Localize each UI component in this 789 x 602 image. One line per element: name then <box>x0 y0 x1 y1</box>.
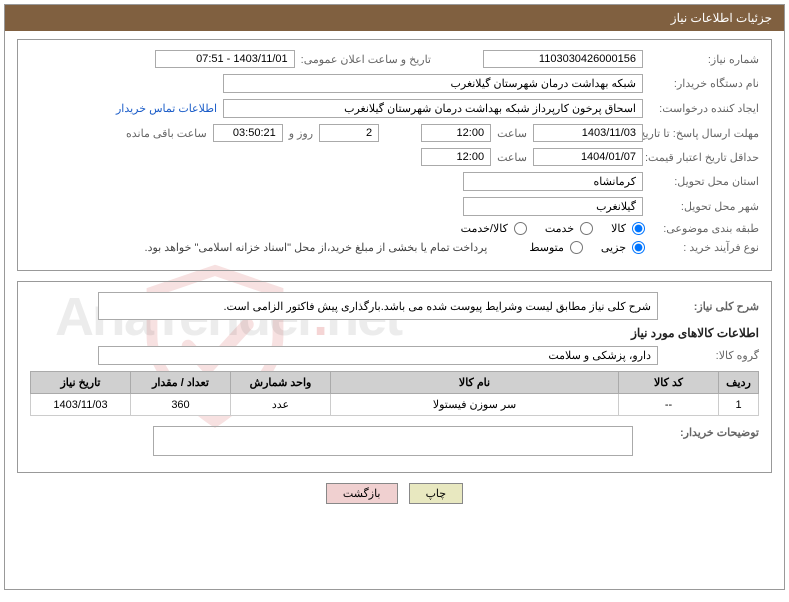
process-medium-radio[interactable] <box>570 241 583 254</box>
response-deadline-label: مهلت ارسال پاسخ: تا تاریخ: <box>649 127 759 140</box>
province-value: کرمانشاه <box>463 172 643 191</box>
buyer-notes-label: توضیحات خریدار: <box>649 426 759 439</box>
category-goods-radio[interactable] <box>632 222 645 235</box>
category-service-label: خدمت <box>545 222 574 235</box>
process-partial-label: جزیی <box>601 241 626 254</box>
category-label: طبقه بندی موضوعی: <box>649 222 759 235</box>
cell-qty: 360 <box>131 394 231 416</box>
remaining-label: ساعت باقی مانده <box>126 127 207 140</box>
th-qty: تعداد / مقدار <box>131 372 231 394</box>
buyer-notes-box <box>153 426 633 456</box>
th-name: نام کالا <box>331 372 619 394</box>
th-date: تاریخ نیاز <box>31 372 131 394</box>
print-button[interactable]: چاپ <box>409 483 464 504</box>
category-goods-label: کالا <box>611 222 626 235</box>
goods-group-label: گروه کالا: <box>664 349 759 362</box>
announce-datetime-label: تاریخ و ساعت اعلان عمومی: <box>301 53 431 66</box>
panel-header: جزئیات اطلاعات نیاز <box>5 5 784 31</box>
back-button[interactable]: بازگشت <box>326 483 398 504</box>
response-date-value: 1403/11/03 <box>533 124 643 142</box>
time-label-1: ساعت <box>497 127 527 140</box>
city-label: شهر محل تحویل: <box>649 200 759 213</box>
th-code: کد کالا <box>619 372 719 394</box>
validity-time-value: 12:00 <box>421 148 491 166</box>
category-service-radio[interactable] <box>580 222 593 235</box>
announce-datetime-value: 1403/11/01 - 07:51 <box>155 50 295 68</box>
cell-row: 1 <box>719 394 759 416</box>
goods-group-value: دارو، پزشکی و سلامت <box>98 346 658 365</box>
process-label: نوع فرآیند خرید : <box>649 241 759 254</box>
category-both-radio[interactable] <box>514 222 527 235</box>
th-unit: واحد شمارش <box>231 372 331 394</box>
time-remaining-value: 03:50:21 <box>213 124 283 142</box>
cell-name: سر سوزن فیستولا <box>331 394 619 416</box>
city-value: گیلانغرب <box>463 197 643 216</box>
process-partial-radio[interactable] <box>632 241 645 254</box>
cell-unit: عدد <box>231 394 331 416</box>
category-both-label: کالا/خدمت <box>461 222 508 235</box>
buyer-org-label: نام دستگاه خریدار: <box>649 77 759 90</box>
header-title: جزئیات اطلاعات نیاز <box>671 11 772 25</box>
validity-label: حداقل تاریخ اعتبار قیمت: تا تاریخ: <box>649 151 759 164</box>
need-number-label: شماره نیاز: <box>649 53 759 66</box>
th-row: ردیف <box>719 372 759 394</box>
buyer-org-value: شبکه بهداشت درمان شهرستان گیلانغرب <box>223 74 643 93</box>
days-word: روز و <box>289 127 313 140</box>
requester-value: اسحاق پرخون کارپرداز شبکه بهداشت درمان ش… <box>223 99 643 118</box>
goods-info-title: اطلاعات کالاهای مورد نیاز <box>30 326 759 340</box>
overview-text: شرح کلی نیاز مطابق لیست وشرایط پیوست شده… <box>98 292 658 320</box>
validity-date-value: 1404/01/07 <box>533 148 643 166</box>
payment-note: پرداخت تمام یا بخشی از مبلغ خرید،از محل … <box>145 241 488 254</box>
cell-code: -- <box>619 394 719 416</box>
table-row: 1 -- سر سوزن فیستولا عدد 360 1403/11/03 <box>31 394 759 416</box>
process-medium-label: متوسط <box>529 241 564 254</box>
province-label: استان محل تحویل: <box>649 175 759 188</box>
overview-label: شرح کلی نیاز: <box>664 300 759 313</box>
days-remaining-value: 2 <box>319 124 379 142</box>
goods-table: ردیف کد کالا نام کالا واحد شمارش تعداد /… <box>30 371 759 416</box>
need-number-value: 1103030426000156 <box>483 50 643 68</box>
buyer-contact-link[interactable]: اطلاعات تماس خریدار <box>116 102 217 115</box>
response-time-value: 12:00 <box>421 124 491 142</box>
time-label-2: ساعت <box>497 151 527 164</box>
requester-label: ایجاد کننده درخواست: <box>649 102 759 115</box>
cell-date: 1403/11/03 <box>31 394 131 416</box>
